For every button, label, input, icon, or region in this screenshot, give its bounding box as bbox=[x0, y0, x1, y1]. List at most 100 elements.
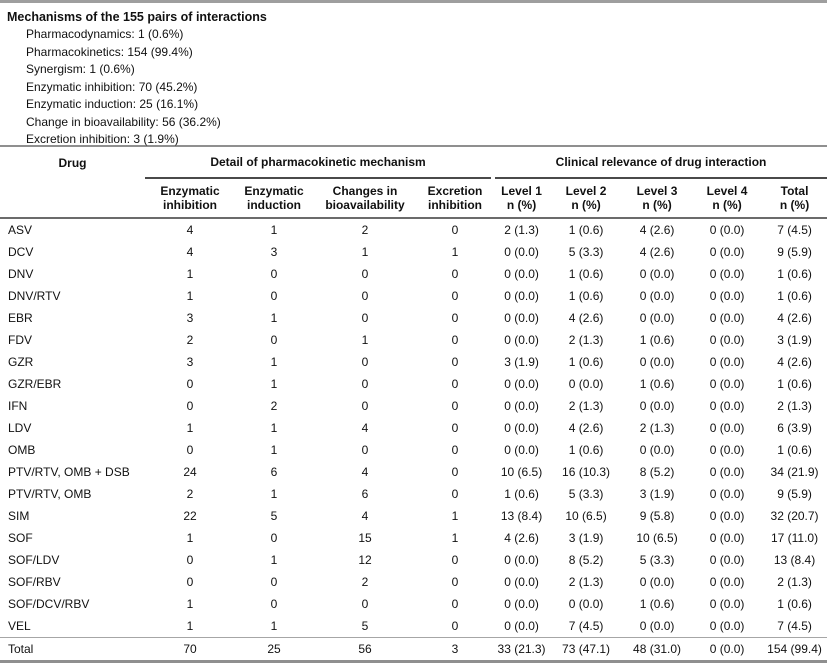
value-cell: 10 (6.5) bbox=[565, 509, 607, 523]
value-cell: 0 bbox=[451, 553, 459, 567]
value-cell: 5 (3.3) bbox=[568, 245, 604, 259]
value-cell: 13 (8.4) bbox=[773, 553, 816, 567]
value-cell: 2 (1.3) bbox=[777, 399, 812, 413]
table-row: SOF/DCV/RBV 1 0 0 0 0 (0.0) 0 (0.0) 1 (0.6) 0 (0… bbox=[0, 593, 827, 615]
value-cell: 5 (3.3) bbox=[639, 553, 675, 567]
value-cell: 0 (0.0) bbox=[504, 311, 539, 325]
value-cell: 33 (21.3) bbox=[493, 637, 551, 663]
value-cell: 0 bbox=[451, 619, 459, 633]
value-cell: 0 bbox=[451, 399, 459, 413]
summary-item: Change in bioavailability: 56 (36.2%) bbox=[26, 114, 221, 129]
value-cell: 4 (2.6) bbox=[777, 311, 812, 325]
value-cell: 0 bbox=[270, 575, 278, 589]
value-cell: 48 (31.0) bbox=[622, 637, 693, 663]
value-cell: 5 bbox=[361, 619, 369, 633]
value-cell: 22 bbox=[183, 509, 197, 523]
summary-item: Enzymatic induction: 25 (16.1%) bbox=[26, 97, 199, 111]
table-row: ASV 4 1 2 0 2 (1.3) 1 (0.6) 4 (2.6) 0 (0.0) 7 (4.… bbox=[0, 218, 827, 241]
value-cell: 3 bbox=[186, 355, 194, 369]
value-cell: 0 bbox=[361, 597, 369, 611]
value-cell: 0 bbox=[270, 531, 278, 545]
value-cell: 0 (0.0) bbox=[504, 597, 539, 611]
value-cell: 1 (0.6) bbox=[568, 289, 604, 303]
drug-name-cell: SIM bbox=[8, 509, 30, 523]
value-cell: 0 bbox=[270, 289, 278, 303]
value-cell: 0 (0.0) bbox=[504, 267, 539, 281]
value-cell: 4 (2.6) bbox=[504, 531, 539, 545]
value-cell: 0 bbox=[451, 443, 459, 457]
table-row: LDV 1 1 4 0 0 (0.0) 4 (2.6) 2 (1.3) 0 (0.0) 6 (3.… bbox=[0, 417, 827, 439]
value-cell: 1 (0.6) bbox=[777, 597, 812, 611]
value-cell: 0 (0.0) bbox=[504, 245, 539, 259]
value-cell: 6 bbox=[270, 465, 278, 479]
summary-item: Pharmacokinetics: 154 (99.4%) bbox=[26, 44, 193, 59]
table-row: DNV 1 0 0 0 0 (0.0) 1 (0.6) 0 (0.0) 0 (0.0) 1 (0.… bbox=[0, 263, 827, 285]
value-cell: 2 bbox=[361, 575, 369, 589]
value-cell: 1 bbox=[270, 553, 278, 567]
drug-name-cell: GZR/EBR bbox=[8, 377, 62, 391]
value-cell: 1 (0.6) bbox=[639, 333, 675, 347]
column-header: Enzymatic inhibition bbox=[145, 178, 235, 219]
table-body: ASV 4 1 2 0 2 (1.3) 1 (0.6) 4 (2.6) 0 (0.0) 7 (4.… bbox=[0, 218, 827, 663]
value-cell: 0 bbox=[186, 575, 194, 589]
value-cell: 1 (0.6) bbox=[777, 377, 812, 391]
value-cell: 1 bbox=[186, 597, 194, 611]
value-cell: 2 (1.3) bbox=[777, 575, 812, 589]
value-cell: 0 bbox=[451, 421, 459, 435]
drug-name-cell: SOF/LDV bbox=[8, 553, 60, 567]
value-cell: 0 bbox=[361, 311, 369, 325]
value-cell: 56 bbox=[313, 637, 417, 663]
value-cell: 0 bbox=[451, 223, 459, 237]
drug-name-cell: ASV bbox=[8, 223, 33, 237]
value-cell: 4 (2.6) bbox=[568, 421, 604, 435]
empty-header-cell bbox=[0, 178, 145, 219]
value-cell: 13 (8.4) bbox=[500, 509, 543, 523]
summary-item: Pharmacodynamics: 1 (0.6%) bbox=[26, 27, 184, 41]
column-header: Enzymatic induction bbox=[235, 178, 313, 219]
value-cell: 0 (0.0) bbox=[568, 377, 604, 391]
summary-title: Mechanisms of the 155 pairs of interacti… bbox=[7, 10, 267, 24]
table-row: OMB 0 1 0 0 0 (0.0) 1 (0.6) 0 (0.0) 0 (0.0) 1 (0.… bbox=[0, 439, 827, 461]
column-header: Changes in bioavailability bbox=[313, 178, 417, 219]
value-cell: 4 (2.6) bbox=[777, 355, 812, 369]
column-header: Excretion inhibition bbox=[417, 178, 494, 219]
drug-name-cell: DNV/RTV bbox=[8, 289, 61, 303]
value-cell: 1 bbox=[270, 619, 278, 633]
value-cell: 1 (0.6) bbox=[777, 443, 812, 457]
value-cell: 0 bbox=[451, 575, 459, 589]
value-cell: 1 (0.6) bbox=[568, 223, 604, 237]
value-cell: 34 (21.9) bbox=[770, 465, 819, 479]
table-row: SOF/LDV 0 1 12 0 0 (0.0) 8 (5.2) 5 (3.3) 0 (0.0)… bbox=[0, 549, 827, 571]
value-cell: 0 (0.0) bbox=[639, 355, 675, 369]
value-cell: 3 (1.9) bbox=[777, 333, 812, 347]
value-cell: 4 (2.6) bbox=[568, 311, 604, 325]
value-cell: 0 bbox=[186, 553, 194, 567]
drug-name-cell: VEL bbox=[8, 619, 31, 633]
value-cell: 1 bbox=[361, 245, 369, 259]
value-cell: 0 bbox=[186, 443, 194, 457]
value-cell: 0 (0.0) bbox=[709, 465, 745, 479]
value-cell: 4 bbox=[186, 223, 194, 237]
value-cell: 3 (1.9) bbox=[639, 487, 675, 501]
drug-name-cell: EBR bbox=[8, 311, 33, 325]
value-cell: 1 (0.6) bbox=[777, 267, 812, 281]
value-cell: 10 (6.5) bbox=[636, 531, 678, 545]
value-cell: 73 (47.1) bbox=[550, 637, 623, 663]
table-row: FDV 2 0 1 0 0 (0.0) 2 (1.3) 1 (0.6) 0 (0.0) 3 (1.… bbox=[0, 329, 827, 351]
value-cell: 0 (0.0) bbox=[709, 597, 745, 611]
value-cell: 0 (0.0) bbox=[504, 619, 539, 633]
value-cell: 7 (4.5) bbox=[777, 223, 812, 237]
value-cell: 0 (0.0) bbox=[504, 377, 539, 391]
value-cell: 0 (0.0) bbox=[504, 553, 539, 567]
value-cell: 3 (1.9) bbox=[568, 531, 604, 545]
value-cell: 1 bbox=[270, 311, 278, 325]
table-row: SOF/RBV 0 0 2 0 0 (0.0) 2 (1.3) 0 (0.0) 0 (0.0) 2… bbox=[0, 571, 827, 593]
value-cell: 0 (0.0) bbox=[639, 267, 675, 281]
value-cell: 0 bbox=[361, 399, 369, 413]
value-cell: 4 bbox=[361, 509, 369, 523]
value-cell: 4 (2.6) bbox=[639, 223, 675, 237]
value-cell: 0 (0.0) bbox=[639, 311, 675, 325]
table-row: VEL 1 1 5 0 0 (0.0) 7 (4.5) 0 (0.0) 0 (0.0) 7 (4.… bbox=[0, 615, 827, 638]
value-cell: 154 (99.4) bbox=[762, 637, 827, 663]
value-cell: 0 (0.0) bbox=[709, 421, 745, 435]
